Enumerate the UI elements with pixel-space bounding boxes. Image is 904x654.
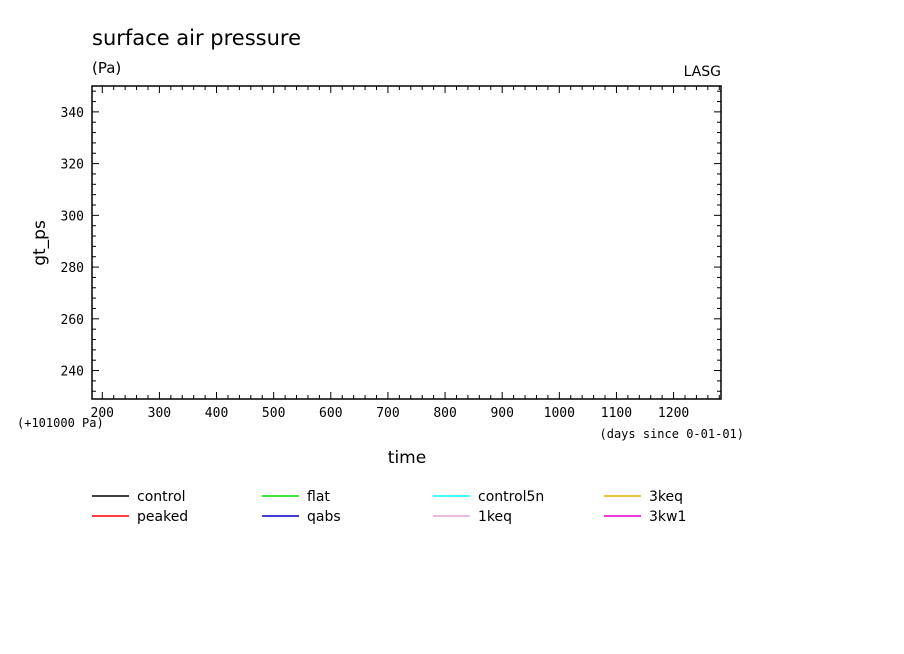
x-tick-label: 1000 (544, 406, 575, 421)
plot-area (91, 85, 722, 400)
x-tick-label: 1100 (601, 406, 632, 421)
x-tick-label: 800 (433, 406, 456, 421)
x-axis-label: time (388, 448, 426, 468)
x-tick-label: 600 (319, 406, 342, 421)
source-label: LASG (684, 64, 721, 80)
legend-label-flat: flat (307, 489, 330, 505)
y-tick-label: 340 (61, 106, 84, 121)
legend: control peaked flat qabs control5n 1keq 3keq 3k… (92, 489, 686, 525)
x-tick-label: 300 (148, 406, 171, 421)
x-tick-label: 200 (91, 406, 114, 421)
x-tick-label: 500 (262, 406, 285, 421)
chart-title: surface air pressure (92, 26, 301, 50)
x-tick-label: 1200 (658, 406, 689, 421)
legend-label-1keq: 1keq (478, 509, 512, 525)
legend-label-control: control (137, 489, 186, 505)
legend-label-qabs: qabs (307, 509, 341, 525)
y-tick-label: 260 (61, 313, 84, 328)
y-tick-label: 300 (61, 209, 84, 224)
x-tick-label: 400 (205, 406, 228, 421)
legend-label-3kw1: 3kw1 (649, 509, 686, 525)
y-offset-note: (+101000 Pa) (17, 416, 104, 430)
y-axis: 240 260 280 300 320 340 (61, 90, 721, 392)
chart-subtitle: (Pa) (92, 59, 121, 77)
legend-label-control5n: control5n (478, 489, 544, 505)
y-tick-label: 240 (61, 365, 84, 380)
y-tick-label: 280 (61, 261, 84, 276)
x-axis: 200 300 400 500 600 700 800 900 1000 1100 1200 (91, 86, 720, 421)
y-tick-label: 320 (61, 158, 84, 173)
legend-label-peaked: peaked (137, 509, 188, 525)
legend-label-3keq: 3keq (649, 489, 683, 505)
x-tick-label: 900 (490, 406, 513, 421)
y-axis-label: gt_ps (30, 220, 50, 266)
x-unit-note: (days since 0-01-01) (600, 427, 745, 441)
x-tick-label: 700 (376, 406, 399, 421)
